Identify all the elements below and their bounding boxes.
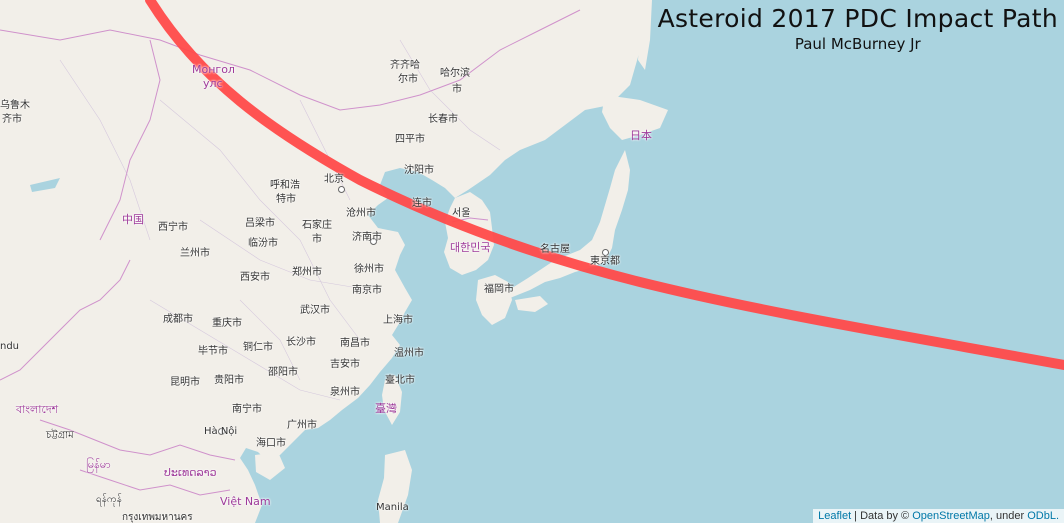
capital-marker-icon [338,186,345,193]
city-label: ရန်ကုန် [96,494,122,505]
city-label: 北京 [324,174,344,185]
city-label: 市 [452,84,462,95]
capital-marker-icon [370,238,377,245]
lake [30,178,60,192]
city-label: 南京市 [352,285,382,296]
country-label: 대한민국 [450,241,491,254]
city-label: Manila [376,502,409,513]
title-box: Asteroid 2017 PDC Impact Path Paul McBur… [658,4,1058,53]
city-label: 邵阳市 [268,367,298,378]
country-label: 日本 [630,129,652,142]
city-label: 温州市 [394,348,424,359]
sakhalin [638,0,652,70]
city-label: 沧州市 [346,208,376,219]
japan-honshu [505,150,630,300]
city-label: 齐市 [2,114,22,125]
city-label: 齐齐哈 [390,60,420,71]
city-label: 昆明市 [170,377,200,388]
city-label: 连市 [412,198,432,209]
map-title: Asteroid 2017 PDC Impact Path [657,4,1058,33]
city-label: 東京都 [590,256,620,267]
country-label: Việt Nam [220,495,271,508]
attribution-separator: | Data by © [851,510,913,522]
city-label: 贵阳市 [214,375,244,386]
capital-marker-icon [602,249,609,256]
country-label: မြန်မာ [86,458,111,471]
city-label: 重庆市 [212,318,242,329]
city-label: 西宁市 [158,222,188,233]
hainan-island [255,452,285,480]
license-link[interactable]: ODbL. [1027,510,1059,522]
city-label: চট্টগ্রাম [46,430,74,441]
country-label: 臺灣 [375,402,397,415]
country-label: улс [203,77,223,90]
city-label: 石家庄 [302,220,332,231]
city-label: 哈尔滨 [440,68,470,79]
city-label: 市 [312,234,322,245]
city-label: 吉安市 [330,359,360,370]
city-label: 毕节市 [198,346,228,357]
city-label: 郑州市 [292,267,322,278]
city-label: 武汉市 [300,305,330,316]
luzon-island [378,450,412,523]
city-label: 海口市 [256,438,286,449]
city-label: 乌鲁木 [0,100,30,111]
osm-link[interactable]: OpenStreetMap [912,510,990,522]
city-label: 西安市 [240,272,270,283]
country-borders [0,9,581,496]
city-label: 南宁市 [232,404,262,415]
city-label: 吕梁市 [245,218,275,229]
city-label: 成都市 [163,314,193,325]
korea-peninsula [444,192,494,275]
city-label: 尔市 [398,74,418,85]
city-label: ndu [0,341,20,352]
city-label: 长沙市 [286,337,316,348]
country-label: বাংলাদেশ [16,403,59,416]
country-label: Монгол [192,63,235,76]
japan-kyushu [476,275,512,325]
impact-path-line [145,0,1064,370]
attribution: Leaflet | Data by © OpenStreetMap, under… [813,509,1064,523]
city-label: 上海市 [383,315,413,326]
city-label: 呼和浩 [270,180,300,191]
city-label: 四平市 [395,134,425,145]
capital-marker-icon [218,428,225,435]
city-label: 臺北市 [385,375,415,386]
city-label: 서울 [452,208,471,219]
city-label: 福岡市 [484,284,514,295]
country-label: ປະເທດລາວ [164,466,217,479]
city-label: 长春市 [428,114,458,125]
taiwan-island [382,375,402,425]
city-label: 济南市 [352,232,382,243]
leaflet-link[interactable]: Leaflet [818,510,852,522]
city-label: 南昌市 [340,338,370,349]
city-label: 泉州市 [330,387,360,398]
japan-hokkaido [602,95,668,140]
asia-mainland [0,0,645,523]
city-label: 名古屋 [540,244,570,255]
city-label: 徐州市 [354,264,384,275]
city-label: 兰州市 [180,248,210,259]
city-label: 广州市 [287,420,317,431]
city-label: 沈阳市 [404,165,434,176]
map-author: Paul McBurney Jr [794,35,921,53]
city-label: 铜仁市 [243,342,273,353]
attribution-under: , under [989,510,1028,522]
country-label: 中国 [122,213,144,226]
city-label: กรุงเทพมหานคร [122,512,193,523]
city-label: 临汾市 [248,238,278,249]
japan-shikoku [515,296,548,312]
city-label: 特市 [276,194,296,205]
city-label: Hà Nội [204,426,238,437]
